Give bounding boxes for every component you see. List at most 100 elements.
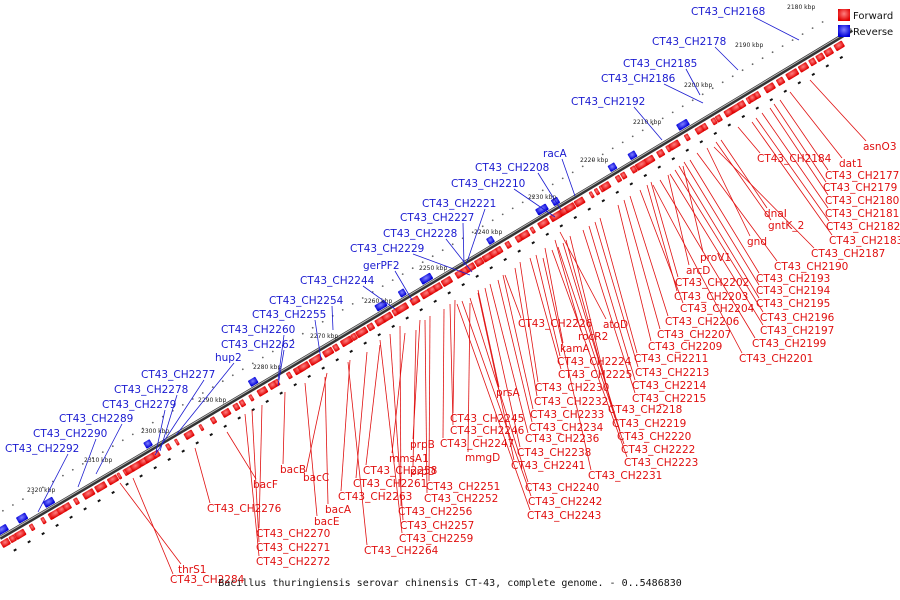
forward-feature[interactable] [600,181,612,192]
forward-feature[interactable] [183,429,195,440]
forward-gene-label[interactable]: CT43_CH2242 [528,496,602,508]
forward-feature[interactable] [573,196,586,208]
forward-gene-label[interactable]: CT43_CH2203 [674,291,748,303]
forward-gene-label[interactable]: gnd [747,236,767,248]
forward-feature[interactable] [495,246,504,255]
forward-gene-label[interactable]: CT43_CH2204 [680,303,755,315]
forward-gene-label[interactable]: CT43_CH2222 [621,444,695,456]
forward-feature[interactable] [391,308,399,317]
forward-feature[interactable] [665,145,672,153]
forward-gene-label[interactable]: bacA [325,504,352,516]
forward-gene-label[interactable]: proV1 [700,252,731,264]
forward-gene-label[interactable]: arcD [686,265,710,277]
reverse-feature[interactable] [248,376,259,387]
forward-feature[interactable] [710,117,718,126]
forward-feature[interactable] [340,335,354,348]
forward-gene-label[interactable]: CT43_CH2224 [557,356,632,368]
reverse-gene-label[interactable]: CT43_CH2289 [59,413,133,425]
forward-feature[interactable] [221,408,232,418]
forward-feature[interactable] [332,343,340,352]
forward-feature[interactable] [238,399,247,408]
forward-gene-label[interactable]: mmgD [465,452,500,464]
forward-gene-label[interactable]: CT43_CH2276 [207,503,282,515]
reverse-gene-label[interactable]: CT43_CH2290 [33,428,107,440]
forward-gene-label[interactable]: CT43_CH2183 [829,235,900,247]
reverse-gene-label[interactable]: CT43_CH2168 [691,6,765,18]
forward-feature[interactable] [644,154,656,166]
forward-gene-label[interactable]: dnaI [764,208,787,220]
reverse-feature[interactable] [143,439,153,449]
forward-feature[interactable] [152,449,161,459]
forward-feature[interactable] [129,461,143,472]
forward-feature[interactable] [94,481,108,493]
forward-gene-label[interactable]: CT43_CH2245 [450,413,524,425]
forward-feature[interactable] [355,326,369,338]
forward-feature[interactable] [620,171,628,180]
forward-gene-label[interactable]: CT43_CH2220 [617,431,691,443]
forward-feature[interactable] [474,257,485,268]
forward-feature[interactable] [174,438,180,446]
forward-gene-label[interactable]: CT43_CH2225 [558,369,632,381]
forward-feature[interactable] [40,516,47,525]
forward-gene-label[interactable]: CT43_CH2206 [665,316,740,328]
forward-feature[interactable] [165,443,172,451]
forward-gene-label[interactable]: prpB [410,439,435,451]
reverse-gene-label[interactable]: CT43_CH2229 [350,243,424,255]
forward-feature[interactable] [614,174,623,183]
reverse-gene-label[interactable]: CT43_CH2221 [422,198,496,210]
forward-feature[interactable] [82,488,96,500]
forward-feature[interactable] [701,122,709,132]
reverse-feature[interactable] [486,236,495,245]
forward-gene-label[interactable]: CT43_CH2226 [518,318,593,330]
forward-gene-label[interactable]: CT43_CH2213 [635,367,709,379]
reverse-gene-label[interactable]: CT43_CH2262 [221,339,295,351]
forward-gene-label[interactable]: kamA [560,343,591,355]
forward-gene-label[interactable]: thrS1 [178,564,206,576]
reverse-gene-label[interactable]: gerPF2 [363,260,400,272]
forward-gene-label[interactable]: gntK_2 [768,220,804,232]
forward-feature[interactable] [683,133,691,142]
forward-feature[interactable] [668,139,681,151]
forward-feature[interactable] [440,276,454,288]
reverse-feature[interactable] [398,288,407,298]
forward-feature[interactable] [564,202,577,214]
forward-gene-label[interactable]: CT43_CH2209 [648,341,722,353]
forward-feature[interactable] [273,379,281,387]
reverse-gene-label[interactable]: CT43_CH2244 [300,275,375,287]
forward-gene-label[interactable]: CT43_CH2252 [424,493,498,505]
reverse-gene-label[interactable]: CT43_CH2192 [571,96,645,108]
reverse-gene-label[interactable]: CT43_CH2210 [451,178,525,190]
forward-gene-label[interactable]: CT43_CH2199 [752,338,826,350]
reverse-gene-label[interactable]: CT43_CH2260 [221,324,295,336]
forward-gene-label[interactable]: dat1 [839,158,863,170]
forward-gene-label[interactable]: CT43_CH2238 [517,447,591,459]
forward-gene-label[interactable]: CT43_CH2270 [256,528,330,540]
forward-gene-label[interactable]: CT43_CH2258 [363,465,437,477]
forward-feature[interactable] [350,332,358,342]
forward-feature[interactable] [833,40,845,52]
forward-gene-label[interactable]: CT43_CH2182 [826,221,900,233]
forward-gene-label[interactable]: CT43_CH2196 [760,312,835,324]
forward-feature[interactable] [286,371,293,380]
forward-gene-label[interactable]: CT43_CH2223 [624,457,698,469]
reverse-feature[interactable] [374,300,388,312]
forward-gene-label[interactable]: CT43_CH2243 [527,510,601,522]
forward-gene-label[interactable]: CT43_CH2201 [739,353,813,365]
forward-gene-label[interactable]: CT43_CH2215 [632,393,706,405]
forward-gene-label[interactable]: bacE [314,516,340,528]
reverse-gene-label[interactable]: racA [543,148,568,160]
reverse-gene-label[interactable]: CT43_CH2279 [102,399,176,411]
reverse-gene-label[interactable]: CT43_CH2227 [400,212,474,224]
forward-feature[interactable] [28,523,36,531]
forward-feature[interactable] [107,474,120,486]
forward-feature[interactable] [714,114,724,123]
forward-feature[interactable] [62,502,72,512]
forward-feature[interactable] [529,226,536,234]
forward-gene-label[interactable]: CT43_CH2272 [256,556,330,568]
reverse-feature[interactable] [535,203,549,216]
forward-feature[interactable] [395,302,410,315]
forward-feature[interactable] [797,62,810,73]
forward-gene-label[interactable]: CT43_CH2187 [811,248,885,260]
reverse-gene-label[interactable]: hup2 [215,352,242,364]
